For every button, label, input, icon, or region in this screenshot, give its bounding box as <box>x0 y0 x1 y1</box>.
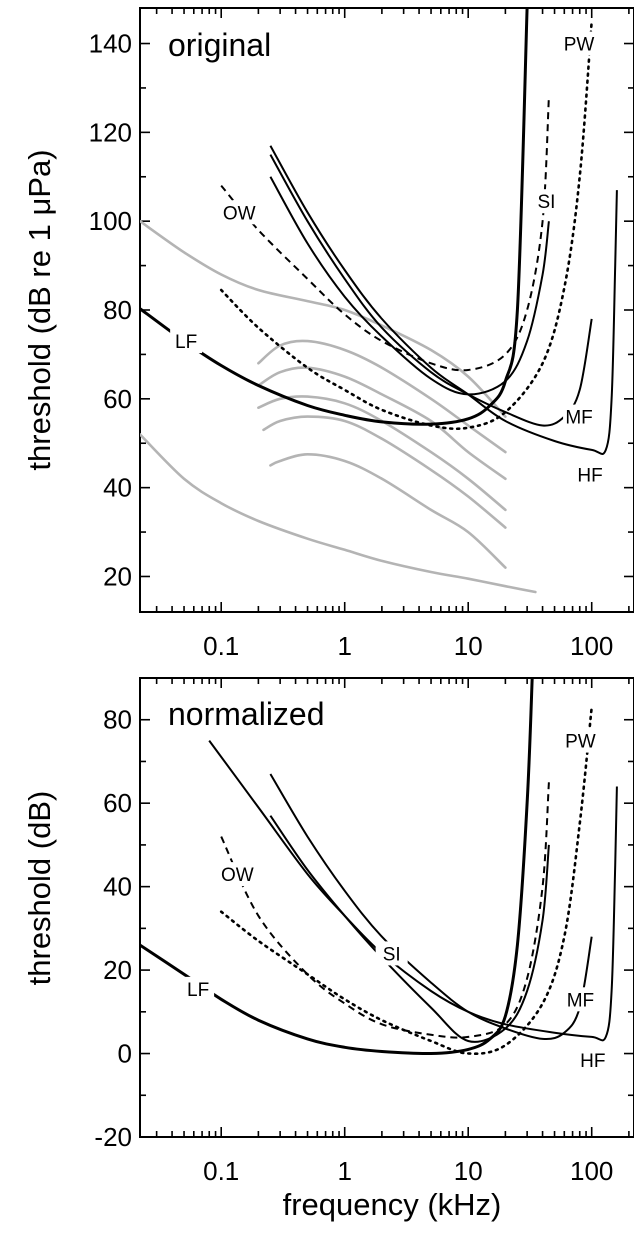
curve-label-ow: OW <box>223 203 256 224</box>
curve-label-bg <box>564 987 597 1012</box>
series-line-lf <box>140 8 529 426</box>
x-tick-label: 100 <box>570 1156 613 1186</box>
series-line-hf <box>208 740 618 1042</box>
x-tick-label: 10 <box>454 1156 483 1186</box>
panel-title-original: original <box>168 27 271 63</box>
curve-label-bg <box>223 200 256 225</box>
panel-normalized: 0.1 1 10 100 -20 0 20 40 60 80 OW LF PW SI MF HF <box>94 677 634 1186</box>
y-tick-label: 20 <box>103 955 132 985</box>
series-line-hf <box>269 145 618 455</box>
curve-label-bg <box>563 31 596 56</box>
curve-label-hf: HF <box>580 1051 605 1072</box>
x-axis-title: frequency (kHz) <box>283 1187 502 1222</box>
curve-label-mf: MF <box>565 408 592 429</box>
y-axis-title-original: threshold (dB re 1 μPa) <box>22 149 57 470</box>
curve-label-bg <box>574 462 607 487</box>
x-tick-label: 100 <box>570 631 613 661</box>
y-tick-label: 140 <box>89 29 132 59</box>
curve-label-hf: HF <box>577 465 602 486</box>
curve-label-lf: LF <box>187 980 209 1001</box>
y-tick-label: 40 <box>103 872 132 902</box>
x-tick-label: 0.1 <box>203 1156 239 1186</box>
series-line-pw <box>219 705 593 1055</box>
x-tick-label: 10 <box>454 631 483 661</box>
audiogram-line <box>262 415 507 529</box>
series-line-pw <box>219 20 593 431</box>
series-line-ow <box>220 782 550 1039</box>
series-line-si <box>269 176 550 396</box>
curve-label-bg <box>375 941 408 966</box>
plot-area <box>140 8 618 594</box>
curve-label-pw: PW <box>564 35 595 56</box>
curve-label-si: SI <box>383 944 401 965</box>
y-tick-label: 80 <box>103 705 132 735</box>
curve-label-bg <box>530 189 563 214</box>
y-tick-label: 60 <box>103 788 132 818</box>
plot-area <box>140 678 618 1056</box>
panel-title-normalized: normalized <box>168 696 325 732</box>
y-tick-label: 20 <box>103 561 132 591</box>
x-tick-label: 0.1 <box>203 631 239 661</box>
y-tick-label: 40 <box>103 473 132 503</box>
plot-frame <box>139 677 634 1138</box>
curve-label-bg <box>563 404 596 429</box>
curve-label-bg <box>221 862 254 887</box>
x-tick-label: 1 <box>337 631 351 661</box>
y-tick-label: -20 <box>94 1122 132 1152</box>
y-tick-label: 80 <box>103 295 132 325</box>
curve-label-pw: PW <box>565 732 596 753</box>
y-axis-title-normalized: threshold (dB) <box>22 791 57 986</box>
audiogram-line <box>257 395 507 512</box>
y-tick-label: 0 <box>118 1039 132 1069</box>
y-tick-label: 120 <box>89 117 132 147</box>
curve-label-ow: OW <box>221 865 254 886</box>
series-line-ow <box>220 96 550 372</box>
audiogram-line <box>269 452 507 569</box>
curve-label-bg <box>564 728 597 753</box>
curve-label-bg <box>170 329 203 354</box>
x-tick-label: 1 <box>337 1156 351 1186</box>
audiogram-line <box>257 339 507 454</box>
curve-label-mf: MF <box>567 990 594 1011</box>
panel-original: 0.1 1 10 100 20 40 60 80 100 120 140 OW LF PW SI MF HF <box>89 7 634 661</box>
audiogram-line <box>140 219 507 418</box>
curve-label-lf: LF <box>175 332 197 353</box>
audiogram-line <box>140 433 537 594</box>
audiogram-line <box>257 366 507 481</box>
y-tick-label: 100 <box>89 206 132 236</box>
curve-label-bg <box>182 976 215 1001</box>
y-tick-label: 60 <box>103 384 132 414</box>
curve-label-si: SI <box>537 192 555 213</box>
curve-label-bg <box>576 1047 609 1072</box>
series-line-si <box>269 815 550 1043</box>
series-line-lf <box>140 678 534 1056</box>
